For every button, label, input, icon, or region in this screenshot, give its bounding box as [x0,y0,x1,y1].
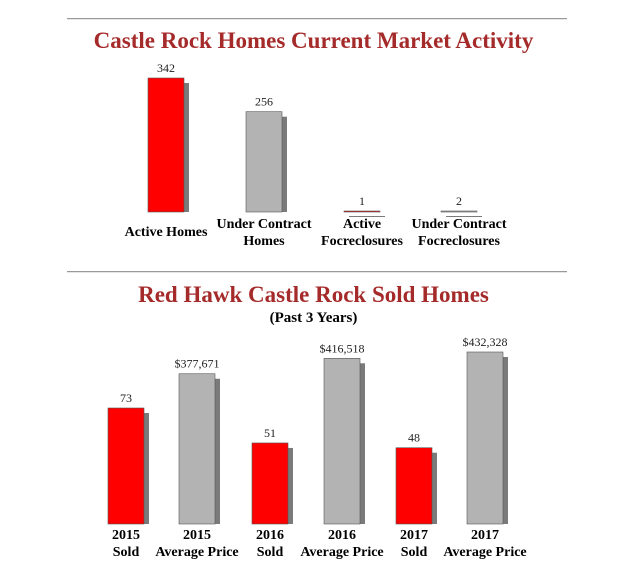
market-activity-title: Castle Rock Homes Current Market Activit… [93,28,534,53]
bar-value-label: 51 [264,426,276,440]
category-label: Homes [243,234,285,249]
bar-value-label: 48 [408,431,420,445]
category-label: 2015 [112,528,140,543]
bar-3 [323,357,361,525]
category-label: Under Contract [411,217,506,232]
bar-shadow [349,216,385,217]
bar-0 [147,77,185,213]
category-label: 2015 [183,528,211,543]
bar-0 [107,407,145,525]
bar-value-label: $377,671 [175,357,220,371]
bar-value-label: $432,328 [463,335,508,349]
sold-homes-subtitle: (Past 3 Years) [269,310,358,326]
bar-value-label: 73 [120,391,132,405]
category-label: 2016 [256,528,284,543]
bar-value-label: $416,518 [320,341,365,355]
bar-1 [245,111,283,213]
category-label: Average Price [155,545,238,560]
sold-homes-title: Red Hawk Castle Rock Sold Homes [138,282,489,307]
category-label: Sold [401,545,428,560]
bar-value-label: 342 [157,61,175,75]
category-label: Active [343,217,381,232]
category-label: Average Price [443,545,526,560]
bar-value-label: 2 [456,194,462,208]
bar-value-label: 1 [359,194,365,208]
bar-3 [440,210,478,213]
bar-4 [395,447,433,525]
category-label: Focreclosures [321,234,403,249]
category-label: Sold [113,545,140,560]
category-label: Focreclosures [418,234,500,249]
bar-2 [343,210,381,213]
bar-2 [251,442,289,525]
category-label: 2017 [400,528,428,543]
bar-value-label: 256 [255,95,273,109]
category-label: Active Homes [125,225,208,240]
category-label: Under Contract [216,217,311,232]
middle-divider [67,271,567,272]
market-activity-chart: 342 Active Homes 256 Under Contract Homes 1 Ac… [125,61,507,249]
category-label: 2016 [328,528,356,543]
top-divider [67,18,567,19]
bar-1 [178,373,216,525]
bar-shadow [446,216,482,217]
bar-5 [466,351,504,525]
category-label: Average Price [300,545,383,560]
category-label: 2017 [471,528,499,543]
category-label: Sold [257,545,284,560]
